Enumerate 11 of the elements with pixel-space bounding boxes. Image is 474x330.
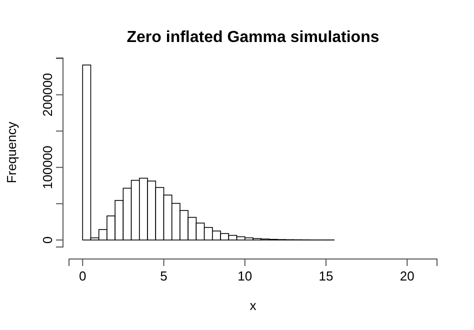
- x-tick-label: 0: [79, 268, 86, 284]
- y-tick-label: 0: [40, 236, 55, 244]
- x-axis-title: x: [250, 298, 257, 313]
- chart-title: Zero inflated Gamma simulations: [126, 29, 380, 46]
- y-tick-label: 200000: [40, 73, 55, 116]
- y-axis-title: Frequency: [4, 121, 19, 184]
- x-tick-label: 10: [238, 268, 252, 284]
- y-tick-label: 100000: [40, 146, 55, 190]
- x-tick-label: 20: [400, 268, 414, 284]
- x-tick-label: 5: [160, 268, 168, 284]
- x-tick-label: 15: [318, 268, 334, 284]
